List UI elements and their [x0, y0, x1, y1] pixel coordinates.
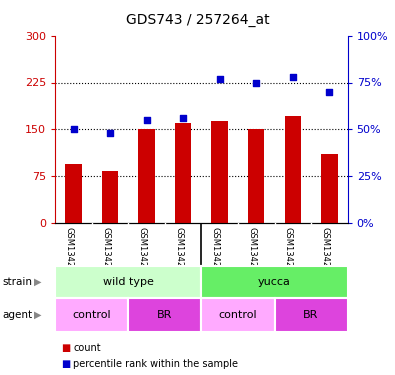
- Bar: [201, 266, 348, 298]
- Text: GSM13423: GSM13423: [137, 226, 147, 272]
- Text: ■: ■: [61, 343, 70, 353]
- Text: BR: BR: [157, 310, 173, 320]
- Bar: [275, 298, 348, 332]
- Point: [253, 80, 260, 86]
- Text: BR: BR: [303, 310, 319, 320]
- Text: count: count: [73, 343, 101, 353]
- Bar: [128, 298, 201, 332]
- Text: percentile rank within the sample: percentile rank within the sample: [73, 359, 238, 369]
- Point: [107, 130, 113, 136]
- Bar: [321, 154, 338, 223]
- Bar: [201, 298, 275, 332]
- Text: yucca: yucca: [258, 277, 291, 287]
- Bar: [138, 129, 155, 223]
- Text: ■: ■: [61, 359, 70, 369]
- Bar: [211, 121, 228, 223]
- Text: ▶: ▶: [34, 277, 41, 287]
- Bar: [65, 164, 82, 223]
- Text: control: control: [219, 310, 257, 320]
- Bar: [284, 116, 301, 223]
- Text: GSM13427: GSM13427: [247, 226, 256, 272]
- Text: agent: agent: [2, 310, 32, 320]
- Point: [180, 115, 186, 121]
- Bar: [55, 266, 201, 298]
- Bar: [248, 129, 265, 223]
- Text: GSM13421: GSM13421: [101, 226, 110, 272]
- Point: [290, 74, 296, 80]
- Text: GSM13428: GSM13428: [284, 226, 293, 272]
- Text: wild type: wild type: [103, 277, 154, 287]
- Text: strain: strain: [2, 277, 32, 287]
- Point: [216, 76, 223, 82]
- Text: control: control: [73, 310, 111, 320]
- Text: GDS743 / 257264_at: GDS743 / 257264_at: [126, 13, 269, 27]
- Bar: [102, 171, 118, 223]
- Bar: [175, 123, 192, 223]
- Point: [143, 117, 150, 123]
- Point: [70, 126, 77, 132]
- Text: ▶: ▶: [34, 310, 41, 320]
- Text: GSM13420: GSM13420: [64, 226, 73, 272]
- Text: GSM13426: GSM13426: [211, 226, 220, 272]
- Point: [326, 89, 333, 95]
- Bar: [55, 298, 128, 332]
- Text: GSM13424: GSM13424: [174, 226, 183, 272]
- Text: GSM13429: GSM13429: [320, 226, 329, 272]
